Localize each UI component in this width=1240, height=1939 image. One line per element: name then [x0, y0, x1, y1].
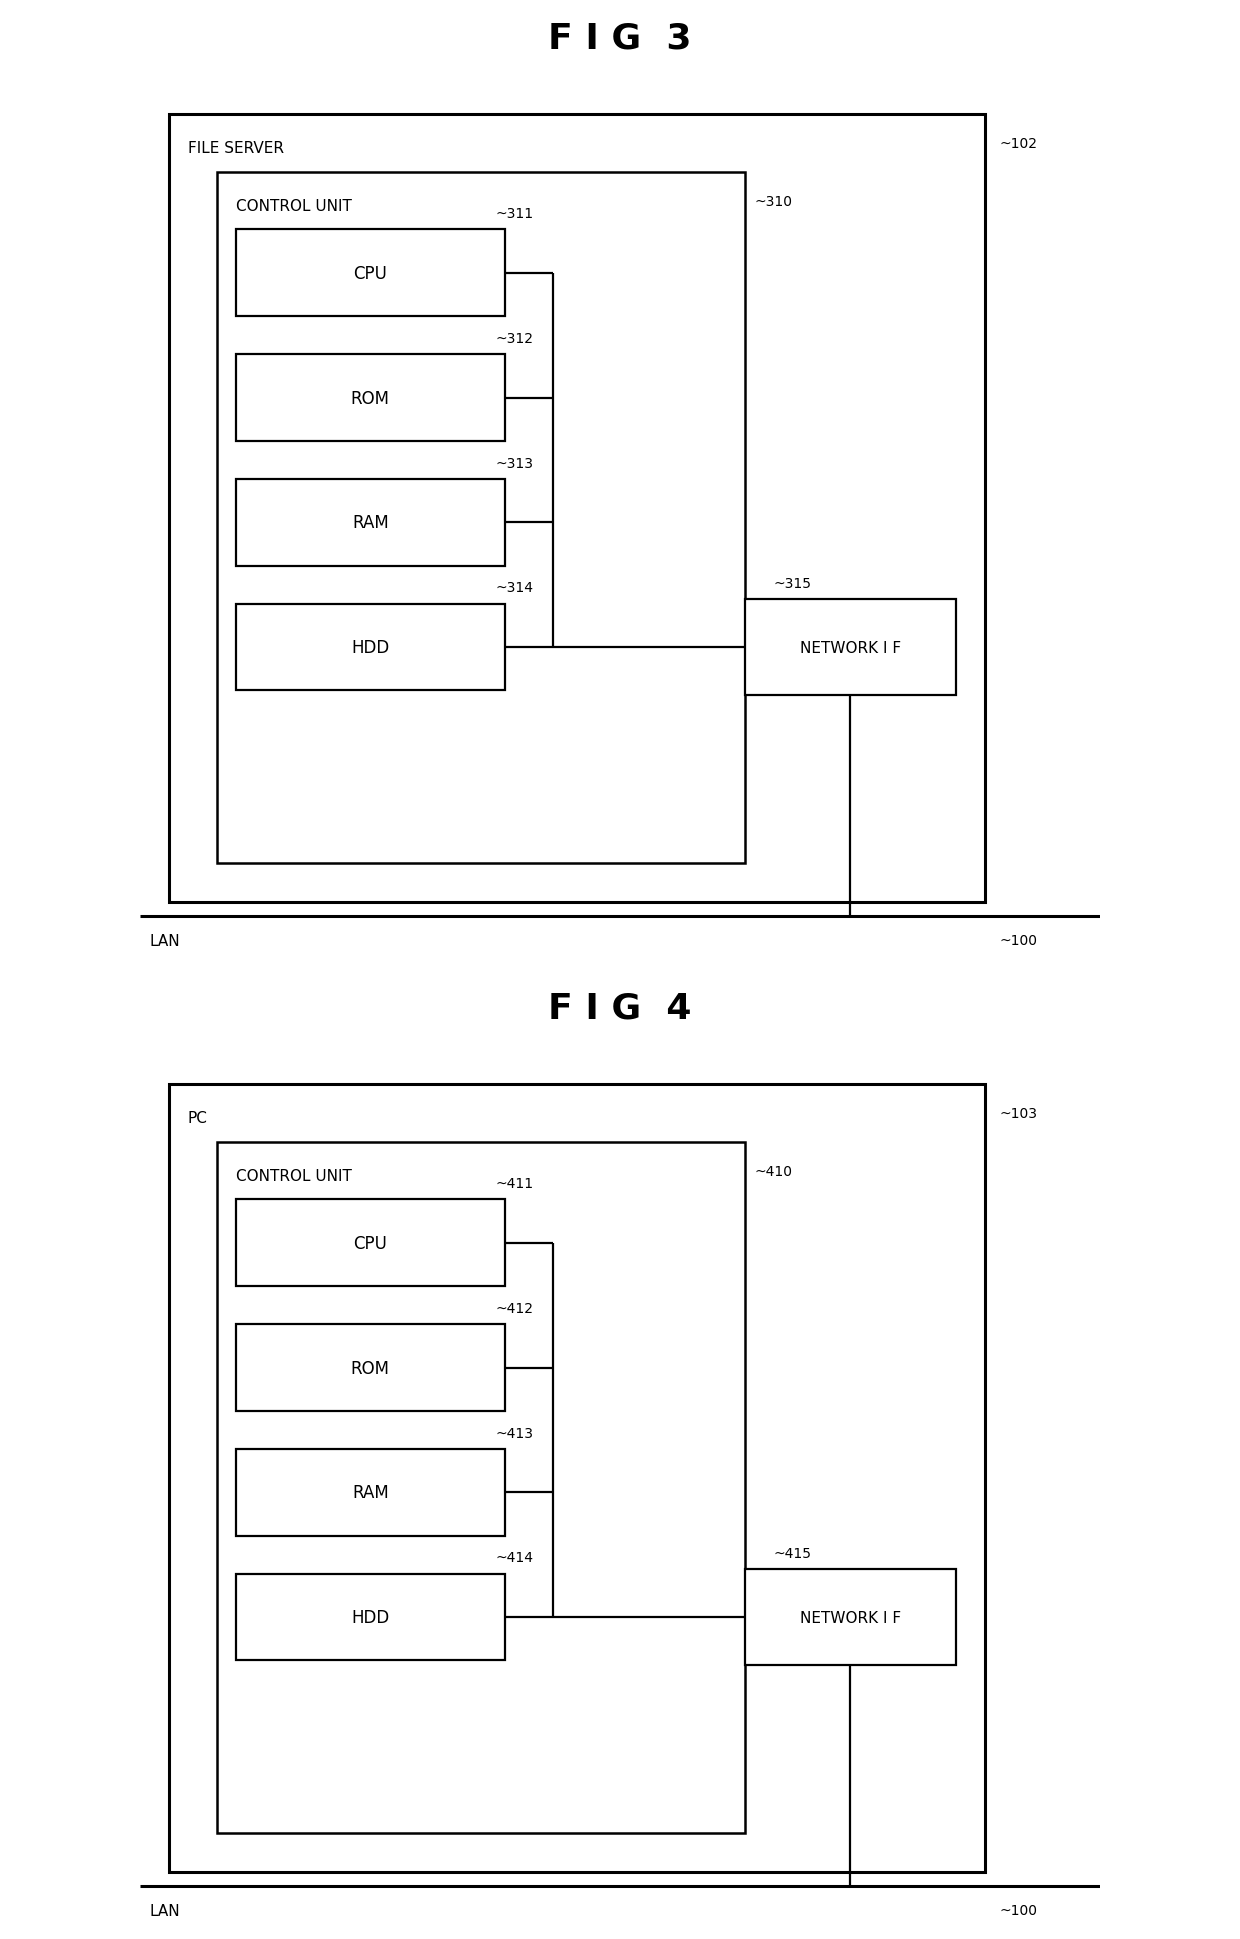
Bar — [217, 173, 745, 865]
Bar — [745, 599, 956, 696]
Text: PC: PC — [188, 1111, 208, 1127]
Bar — [236, 481, 505, 566]
Bar — [217, 1142, 745, 1834]
Text: CPU: CPU — [353, 264, 387, 283]
Text: ~100: ~100 — [999, 933, 1038, 948]
Bar — [236, 1200, 505, 1286]
Text: ~411: ~411 — [495, 1177, 533, 1191]
Bar — [169, 1084, 985, 1871]
Bar — [236, 355, 505, 442]
Text: RAM: RAM — [352, 1483, 388, 1501]
Text: ~410: ~410 — [754, 1163, 792, 1179]
Bar — [169, 114, 985, 902]
Text: ~415: ~415 — [774, 1545, 812, 1559]
Bar — [236, 605, 505, 690]
Text: ~313: ~313 — [495, 456, 533, 471]
Text: NETWORK I F: NETWORK I F — [800, 1609, 901, 1625]
Text: RAM: RAM — [352, 514, 388, 531]
Text: NETWORK I F: NETWORK I F — [800, 640, 901, 655]
Text: ~311: ~311 — [495, 207, 533, 221]
Text: ~412: ~412 — [495, 1301, 533, 1315]
Text: FILE SERVER: FILE SERVER — [188, 142, 284, 157]
Bar — [745, 1569, 956, 1666]
Text: ~310: ~310 — [754, 194, 792, 209]
Text: ~413: ~413 — [495, 1425, 533, 1441]
Text: ~414: ~414 — [495, 1551, 533, 1565]
Text: LAN: LAN — [150, 933, 180, 948]
Bar — [236, 1574, 505, 1660]
Text: ~312: ~312 — [495, 332, 533, 345]
Text: ~102: ~102 — [999, 138, 1038, 151]
Text: ~314: ~314 — [495, 582, 533, 595]
Text: F I G  3: F I G 3 — [548, 21, 692, 56]
Text: HDD: HDD — [351, 638, 389, 657]
Text: ~100: ~100 — [999, 1902, 1038, 1918]
Text: ~103: ~103 — [999, 1107, 1038, 1121]
Text: CPU: CPU — [353, 1233, 387, 1253]
Bar — [236, 1324, 505, 1412]
Bar — [236, 1450, 505, 1536]
Text: F I G  4: F I G 4 — [548, 991, 692, 1026]
Text: ~315: ~315 — [774, 576, 812, 589]
Text: CONTROL UNIT: CONTROL UNIT — [236, 200, 352, 213]
Text: ROM: ROM — [351, 390, 389, 407]
Text: CONTROL UNIT: CONTROL UNIT — [236, 1169, 352, 1183]
Text: LAN: LAN — [150, 1902, 180, 1918]
Bar — [236, 231, 505, 316]
Text: HDD: HDD — [351, 1607, 389, 1627]
Text: ROM: ROM — [351, 1359, 389, 1377]
